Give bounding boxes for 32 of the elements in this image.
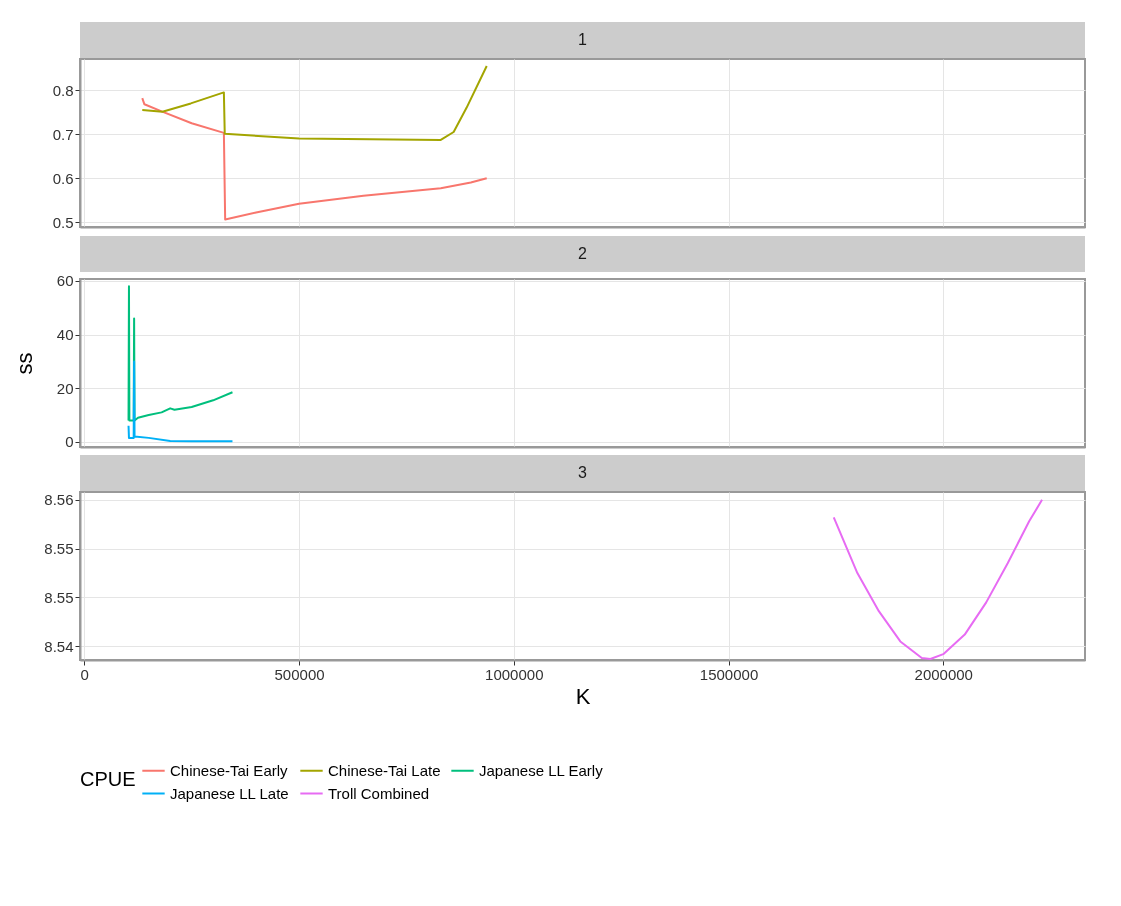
x-tick-label: 2000000 <box>914 665 973 683</box>
line-series <box>127 360 234 443</box>
y-tick-label: 8.56 <box>44 491 74 509</box>
legend-label: Troll Combined <box>328 784 430 802</box>
y-tick-label: 0.6 <box>52 169 74 187</box>
y-tick-label: 0.7 <box>52 125 74 143</box>
legend-label: Chinese-Tai Early <box>170 761 289 779</box>
x-tick-label: 1000000 <box>485 665 544 683</box>
legend-label: Japanese LL Late <box>170 784 289 802</box>
x-tick-label: 500000 <box>274 665 325 683</box>
y-tick-label: 0 <box>65 433 74 451</box>
chart-title: 2 <box>578 245 588 262</box>
y-tick-label: 8.55 <box>44 588 74 606</box>
chart-title: 1 <box>578 31 588 48</box>
x-tick-label: 1500000 <box>699 665 759 683</box>
chart-title: 3 <box>578 464 588 481</box>
line-series <box>832 498 1044 660</box>
legend-label: Japanese LL Early <box>479 761 604 779</box>
y-axis-title: ss <box>11 352 37 375</box>
x-tick-label: 0 <box>80 665 89 683</box>
y-tick-label: 8.55 <box>44 540 74 558</box>
y-tick-label: 20 <box>56 379 74 397</box>
line-series <box>141 97 488 221</box>
legend-label: Chinese-Tai Late <box>328 761 441 779</box>
line-series <box>141 65 488 141</box>
legend-title: CPUE <box>80 768 136 790</box>
y-tick-label: 60 <box>56 272 74 290</box>
y-tick-label: 0.8 <box>52 81 74 99</box>
y-tick-label: 0.5 <box>52 213 74 231</box>
y-tick-label: 8.54 <box>44 637 74 655</box>
y-tick-label: 40 <box>56 326 74 344</box>
x-axis-title: K <box>575 683 591 709</box>
